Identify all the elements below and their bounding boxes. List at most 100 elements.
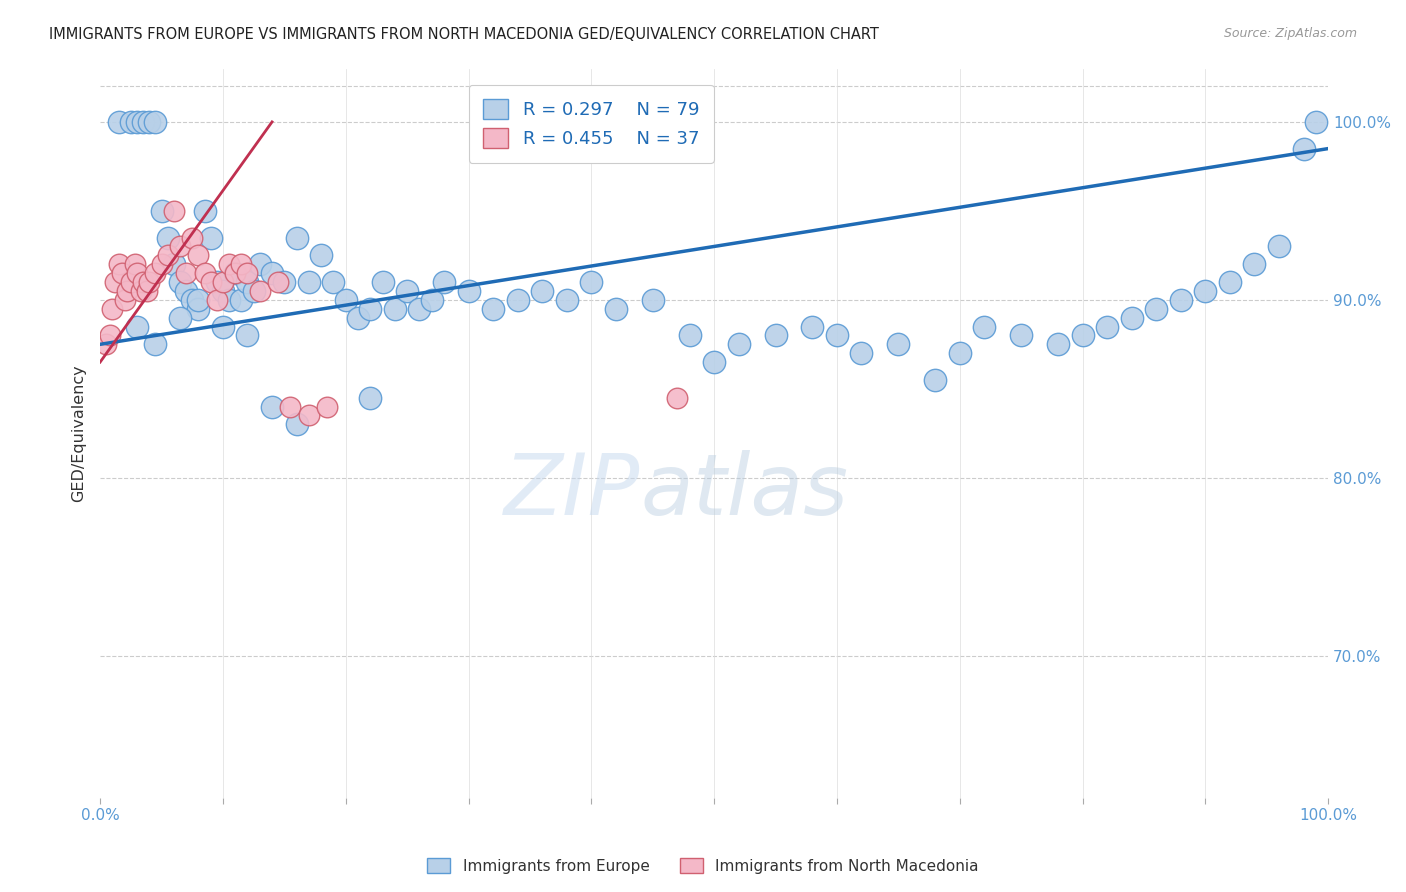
Point <box>396 284 419 298</box>
Point <box>1144 301 1167 316</box>
Point <box>1219 275 1241 289</box>
Point <box>145 266 167 280</box>
Point <box>285 230 308 244</box>
Point <box>200 275 222 289</box>
Point <box>187 293 209 307</box>
Point <box>114 293 136 307</box>
Point <box>678 328 700 343</box>
Point <box>457 284 479 298</box>
Point <box>174 284 197 298</box>
Point <box>887 337 910 351</box>
Point <box>242 284 264 298</box>
Point <box>298 275 321 289</box>
Point <box>641 293 664 307</box>
Point <box>169 239 191 253</box>
Text: atlas: atlas <box>641 450 848 533</box>
Point <box>104 275 127 289</box>
Point <box>384 301 406 316</box>
Point <box>231 293 253 307</box>
Point <box>506 293 529 307</box>
Point <box>132 275 155 289</box>
Point <box>825 328 848 343</box>
Point <box>1194 284 1216 298</box>
Point <box>150 203 173 218</box>
Point <box>181 230 204 244</box>
Point <box>98 328 121 343</box>
Point <box>156 248 179 262</box>
Point <box>371 275 394 289</box>
Point <box>205 275 228 289</box>
Text: Source: ZipAtlas.com: Source: ZipAtlas.com <box>1223 27 1357 40</box>
Point <box>703 355 725 369</box>
Point <box>169 275 191 289</box>
Point <box>218 257 240 271</box>
Point <box>120 275 142 289</box>
Point <box>135 284 157 298</box>
Point <box>1121 310 1143 325</box>
Point <box>200 230 222 244</box>
Point <box>163 257 186 271</box>
Point <box>125 319 148 334</box>
Point <box>924 373 946 387</box>
Point <box>335 293 357 307</box>
Point <box>581 275 603 289</box>
Point <box>96 337 118 351</box>
Point <box>107 115 129 129</box>
Point <box>482 301 505 316</box>
Point <box>727 337 749 351</box>
Point <box>347 310 370 325</box>
Point <box>236 328 259 343</box>
Point <box>851 346 873 360</box>
Point <box>236 266 259 280</box>
Point <box>555 293 578 307</box>
Legend: R = 0.297    N = 79, R = 0.455    N = 37: R = 0.297 N = 79, R = 0.455 N = 37 <box>468 85 714 162</box>
Point <box>129 284 152 298</box>
Point <box>359 301 381 316</box>
Y-axis label: GED/Equivalency: GED/Equivalency <box>72 365 86 502</box>
Point <box>187 301 209 316</box>
Point <box>531 284 554 298</box>
Point <box>138 275 160 289</box>
Point <box>125 266 148 280</box>
Point <box>1268 239 1291 253</box>
Point <box>193 203 215 218</box>
Point <box>298 409 321 423</box>
Point <box>309 248 332 262</box>
Point <box>1170 293 1192 307</box>
Point <box>205 293 228 307</box>
Point <box>666 391 689 405</box>
Point <box>359 391 381 405</box>
Point <box>420 293 443 307</box>
Point <box>316 400 339 414</box>
Point <box>322 275 344 289</box>
Point <box>267 275 290 289</box>
Point <box>1071 328 1094 343</box>
Point <box>1010 328 1032 343</box>
Point <box>224 266 246 280</box>
Point <box>174 266 197 280</box>
Point <box>765 328 787 343</box>
Point <box>280 400 302 414</box>
Point <box>249 284 271 298</box>
Point <box>212 319 235 334</box>
Point <box>212 284 235 298</box>
Point <box>605 301 627 316</box>
Point <box>124 257 146 271</box>
Point <box>285 417 308 432</box>
Point <box>111 266 134 280</box>
Text: IMMIGRANTS FROM EUROPE VS IMMIGRANTS FROM NORTH MACEDONIA GED/EQUIVALENCY CORREL: IMMIGRANTS FROM EUROPE VS IMMIGRANTS FRO… <box>49 27 879 42</box>
Point <box>212 275 235 289</box>
Point <box>181 293 204 307</box>
Point <box>169 310 191 325</box>
Point <box>115 284 138 298</box>
Point <box>260 266 283 280</box>
Point <box>973 319 995 334</box>
Point <box>949 346 972 360</box>
Point <box>163 203 186 218</box>
Point <box>107 257 129 271</box>
Point <box>249 257 271 271</box>
Point <box>224 266 246 280</box>
Point <box>433 275 456 289</box>
Point <box>260 400 283 414</box>
Point <box>408 301 430 316</box>
